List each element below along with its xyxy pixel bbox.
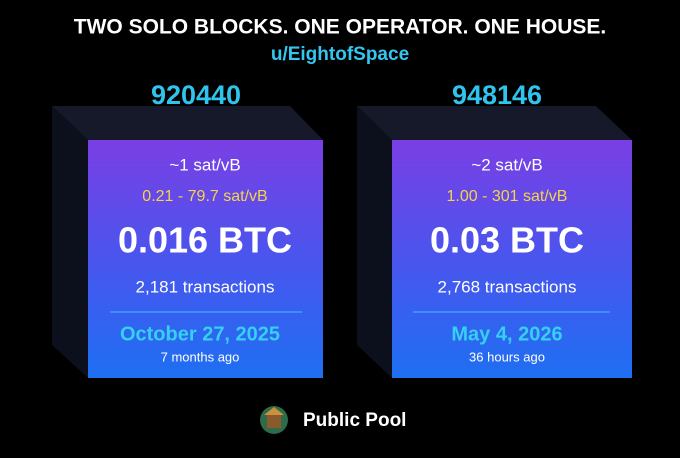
reward: 0.016 BTC: [118, 220, 292, 261]
fee: ~1 sat/vB: [169, 155, 240, 174]
cube-side: [52, 106, 88, 378]
fee-range: 0.21 - 79.7 sat/vB: [142, 188, 267, 205]
subtitle: u/EightofSpace: [271, 44, 409, 65]
date: May 4, 2026: [451, 323, 562, 345]
reward: 0.03 BTC: [430, 220, 584, 261]
block-card: 948146 ~2 sat/vB 1.00 - 301 sat/vB 0.03 …: [357, 80, 632, 378]
block-card: 920440 ~1 sat/vB 0.21 - 79.7 sat/vB 0.01…: [52, 80, 323, 378]
block-height: 948146: [452, 80, 542, 110]
cube-side: [357, 106, 392, 378]
logo-roof: [264, 407, 284, 415]
fee: ~2 sat/vB: [471, 155, 542, 174]
ago: 36 hours ago: [469, 349, 545, 364]
cube-front: [392, 140, 632, 378]
cube-top: [357, 106, 632, 140]
transactions: 2,181 transactions: [136, 277, 275, 296]
fee-range: 1.00 - 301 sat/vB: [447, 188, 568, 205]
cube-top: [52, 106, 323, 140]
logo-house: [267, 414, 281, 428]
date: October 27, 2025: [120, 323, 280, 345]
title: TWO SOLO BLOCKS. ONE OPERATOR. ONE HOUSE…: [74, 16, 606, 39]
cube-front: [88, 140, 323, 378]
transactions: 2,768 transactions: [438, 277, 577, 296]
footer-logo: [260, 406, 288, 434]
ago: 7 months ago: [161, 349, 240, 364]
block-height: 920440: [151, 80, 241, 110]
footer-label: Public Pool: [303, 410, 406, 431]
